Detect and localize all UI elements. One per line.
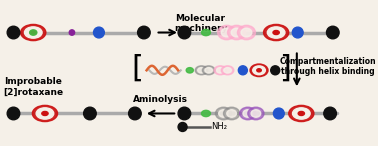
Circle shape bbox=[84, 107, 96, 120]
Ellipse shape bbox=[228, 25, 246, 40]
Circle shape bbox=[178, 107, 191, 120]
Ellipse shape bbox=[293, 108, 310, 119]
Ellipse shape bbox=[243, 110, 253, 117]
Text: NH₂: NH₂ bbox=[211, 122, 227, 131]
Circle shape bbox=[292, 27, 303, 38]
Ellipse shape bbox=[201, 110, 211, 117]
Ellipse shape bbox=[298, 111, 304, 115]
Text: Molecular
machinery: Molecular machinery bbox=[174, 14, 227, 33]
Ellipse shape bbox=[224, 68, 231, 73]
Ellipse shape bbox=[257, 69, 261, 72]
Circle shape bbox=[324, 107, 336, 120]
Ellipse shape bbox=[202, 66, 215, 75]
Circle shape bbox=[93, 27, 104, 38]
Circle shape bbox=[7, 107, 20, 120]
Ellipse shape bbox=[240, 107, 256, 120]
Ellipse shape bbox=[253, 66, 265, 75]
Ellipse shape bbox=[218, 25, 235, 40]
Circle shape bbox=[69, 30, 74, 35]
Ellipse shape bbox=[227, 110, 237, 117]
Ellipse shape bbox=[267, 27, 285, 38]
Circle shape bbox=[138, 26, 150, 39]
Ellipse shape bbox=[221, 28, 232, 37]
Text: Aminolysis: Aminolysis bbox=[133, 95, 187, 105]
Ellipse shape bbox=[273, 31, 279, 35]
Circle shape bbox=[271, 66, 280, 75]
Ellipse shape bbox=[248, 107, 264, 120]
Ellipse shape bbox=[251, 110, 261, 117]
Ellipse shape bbox=[198, 68, 205, 73]
Circle shape bbox=[239, 66, 247, 75]
Ellipse shape bbox=[241, 28, 252, 37]
Ellipse shape bbox=[205, 68, 212, 73]
Circle shape bbox=[129, 107, 141, 120]
Circle shape bbox=[178, 122, 187, 131]
Ellipse shape bbox=[231, 28, 242, 37]
Circle shape bbox=[178, 26, 191, 39]
Circle shape bbox=[327, 26, 339, 39]
Ellipse shape bbox=[218, 110, 228, 117]
Ellipse shape bbox=[221, 66, 234, 75]
Ellipse shape bbox=[214, 66, 227, 75]
Ellipse shape bbox=[215, 107, 232, 120]
Ellipse shape bbox=[289, 105, 314, 122]
Ellipse shape bbox=[195, 66, 208, 75]
Ellipse shape bbox=[25, 27, 42, 38]
Ellipse shape bbox=[263, 24, 289, 41]
Ellipse shape bbox=[36, 108, 54, 119]
Ellipse shape bbox=[237, 25, 256, 40]
Ellipse shape bbox=[217, 68, 224, 73]
Ellipse shape bbox=[201, 29, 211, 36]
Ellipse shape bbox=[186, 68, 194, 73]
Ellipse shape bbox=[42, 111, 48, 115]
Text: [: [ bbox=[132, 54, 144, 83]
Ellipse shape bbox=[33, 105, 57, 122]
Circle shape bbox=[273, 108, 284, 119]
Text: Compartmentalization
through helix binding: Compartmentalization through helix bindi… bbox=[280, 57, 376, 76]
Ellipse shape bbox=[21, 24, 46, 41]
Text: ]: ] bbox=[279, 54, 291, 83]
Ellipse shape bbox=[250, 64, 268, 77]
Ellipse shape bbox=[223, 107, 240, 120]
Text: Improbable
[2]rotaxane: Improbable [2]rotaxane bbox=[3, 77, 64, 96]
Circle shape bbox=[7, 26, 20, 39]
Ellipse shape bbox=[29, 30, 37, 35]
Ellipse shape bbox=[30, 31, 36, 35]
